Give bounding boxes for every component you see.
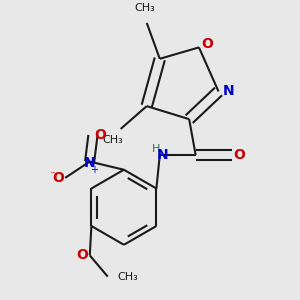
- Text: O: O: [77, 248, 88, 262]
- Text: O: O: [94, 128, 106, 142]
- Text: O: O: [201, 37, 213, 51]
- Text: O: O: [233, 148, 245, 162]
- Text: CH₃: CH₃: [102, 136, 123, 146]
- Text: H: H: [152, 143, 160, 154]
- Text: N: N: [223, 84, 234, 98]
- Text: CH₃: CH₃: [135, 3, 155, 13]
- Text: CH₃: CH₃: [118, 272, 138, 282]
- Text: ⁻: ⁻: [49, 170, 55, 180]
- Text: +: +: [90, 165, 98, 175]
- Text: N: N: [84, 156, 95, 170]
- Text: N: N: [157, 148, 168, 162]
- Text: O: O: [52, 171, 64, 185]
